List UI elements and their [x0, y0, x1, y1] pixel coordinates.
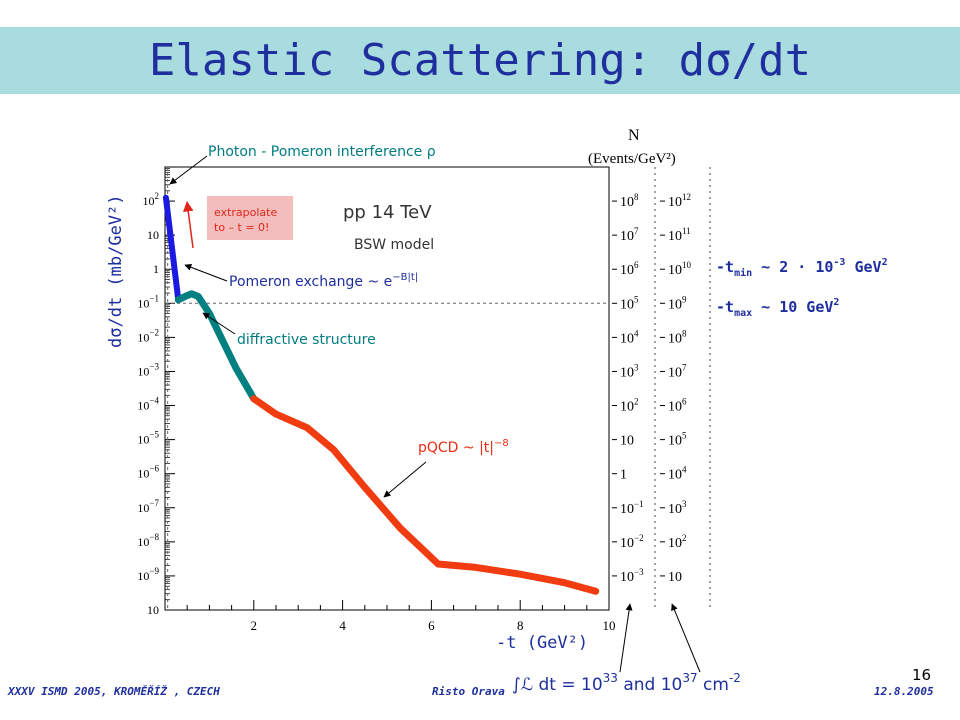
reference-lines — [165, 167, 609, 610]
y-tick-label: 10−5 — [137, 430, 159, 447]
t-max-label: -tmax ~ 10 GeV2 — [716, 297, 839, 319]
y-tick-label: 10−4 — [137, 396, 159, 413]
events-tick-label-high_lumi: 1012 — [668, 192, 691, 210]
events-tick-label-low_lumi: 108 — [620, 192, 639, 210]
y-tick-label: 10−8 — [137, 532, 159, 549]
pp-energy-label: pp 14 TeV — [343, 202, 432, 223]
events-tick-label-low_lumi: 103 — [620, 362, 639, 380]
y-tick-label: 10−3 — [137, 361, 159, 378]
y-tick-label: 10−7 — [137, 498, 159, 515]
events-axes: 10810710610510410310210110−110−210−31012… — [612, 167, 711, 610]
events-tick-label-high_lumi: 107 — [668, 362, 687, 380]
x-axis-label: -t (GeV²) — [496, 633, 588, 653]
y-tick-label: 1 — [153, 262, 159, 276]
x-tick-label: 2 — [251, 618, 258, 633]
model-label: BSW model — [354, 237, 434, 253]
y-tick-label: 10 — [147, 603, 159, 617]
page-number: 16 — [912, 666, 931, 684]
x-tick-label: 10 — [603, 618, 616, 633]
events-axis-title-unit: (Events/GeV²) — [588, 151, 676, 167]
x-tick-label: 8 — [517, 618, 524, 633]
diffractive-structure-arrow — [202, 312, 236, 335]
pomeron-exchange-arrow — [184, 263, 228, 282]
y-tick-label: 10 — [147, 228, 159, 242]
events-axis-title-n: N — [628, 127, 640, 144]
events-tick-label-high_lumi: 109 — [668, 294, 687, 312]
luminosity-arrow-low — [619, 603, 633, 673]
extrapolate-line2: to – t = 0! — [214, 221, 269, 234]
pqcd-label: pQCD ~ |t|−8 — [418, 438, 509, 456]
events-tick-label-high_lumi: 1010 — [668, 260, 692, 278]
extrapolate-box — [207, 196, 293, 240]
pomeron-exchange-label: Pomeron exchange ~ e−B|t| — [229, 272, 418, 290]
events-tick-label-low_lumi: 106 — [620, 260, 639, 278]
events-tick-label-low_lumi: 105 — [620, 294, 639, 312]
events-tick-label-high_lumi: 105 — [668, 431, 687, 449]
events-tick-label-low_lumi: 10−3 — [620, 567, 644, 585]
curve-pqcd — [250, 395, 600, 595]
curves — [162, 194, 600, 595]
luminosity-label: ∫ℒ dt = 1033 and 1037 cm-2 — [512, 671, 741, 695]
y-axis-label: dσ/dt (mb/GeV²) — [106, 194, 126, 348]
events-tick-label-low_lumi: 107 — [620, 226, 639, 244]
footer-left: XXXV ISMD 2005, KROMĚŘÍŽ , CZECH — [7, 684, 220, 698]
events-tick-label-high_lumi: 104 — [668, 465, 687, 483]
events-tick-label-high_lumi: 108 — [668, 328, 687, 346]
events-tick-label-high_lumi: 10 — [668, 570, 682, 585]
diffractive-structure-label: diffractive structure — [237, 332, 376, 348]
events-tick-label-high_lumi: 102 — [668, 533, 687, 551]
events-tick-label-high_lumi: 106 — [668, 397, 687, 415]
slide-title: Elastic Scattering: dσ/dt — [148, 35, 812, 86]
t-min-label: -tmin ~ 2 · 10-3 GeV2 — [716, 257, 888, 279]
luminosity-arrow-high — [671, 603, 701, 673]
photon-pomeron-label: Photon - Pomeron interference ρ — [208, 144, 436, 160]
y-tick-label: 10−6 — [137, 464, 159, 481]
x-tick-label: 6 — [428, 618, 435, 633]
photon-pomeron-arrow — [169, 155, 208, 185]
pqcd-arrow — [383, 461, 427, 498]
y-axis-ticks: 102 10 1 10−1 10−2 10−3 10−4 10−5 10−6 10−7 10−8 10… — [137, 166, 175, 617]
events-tick-label-low_lumi: 10 — [620, 434, 634, 449]
events-tick-label-high_lumi: 1011 — [668, 226, 691, 244]
events-tick-label-high_lumi: 103 — [668, 499, 687, 517]
events-tick-label-low_lumi: 102 — [620, 397, 639, 415]
events-tick-label-low_lumi: 104 — [620, 328, 639, 346]
extrapolate-line1: extrapolate — [214, 206, 277, 219]
y-tick-label: 10−1 — [137, 293, 159, 310]
y-tick-label: 10−2 — [137, 327, 159, 344]
events-tick-label-low_lumi: 10−1 — [620, 499, 644, 517]
events-tick-label-low_lumi: 1 — [620, 468, 627, 483]
footer-right: 12.8.2005 — [874, 685, 934, 698]
extrapolate-arrow — [183, 200, 194, 249]
title-bar — [0, 27, 960, 94]
curve-pomeron — [162, 194, 182, 303]
x-axis-ticks: 2 4 6 8 10 — [164, 600, 616, 633]
curve-diffractive — [174, 290, 258, 403]
footer-center: Risto Orava — [432, 685, 505, 698]
y-tick-label: 102 — [143, 191, 160, 208]
events-tick-label-low_lumi: 10−2 — [620, 533, 644, 551]
y-tick-label: 10−9 — [137, 566, 159, 583]
x-tick-label: 4 — [339, 618, 346, 633]
